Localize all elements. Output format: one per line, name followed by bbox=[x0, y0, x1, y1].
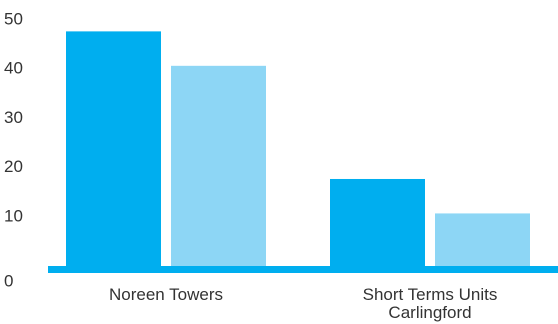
bars bbox=[66, 31, 530, 270]
y-tick-label: 30 bbox=[4, 108, 23, 127]
category-label-line: Noreen Towers bbox=[109, 285, 223, 304]
category-label: Noreen Towers bbox=[109, 285, 223, 304]
bar bbox=[435, 213, 530, 270]
y-axis-ticks: 0 10 20 30 40 50 bbox=[4, 9, 23, 290]
y-tick-label: 40 bbox=[4, 59, 23, 78]
category-labels: Noreen Towers Short Terms Units Carlingfor… bbox=[109, 285, 497, 322]
y-tick-label: 0 bbox=[4, 271, 13, 290]
bar bbox=[66, 31, 161, 270]
x-axis-baseline bbox=[48, 266, 558, 273]
y-tick-label: 50 bbox=[4, 9, 23, 28]
bar bbox=[330, 178, 425, 270]
y-tick-label: 20 bbox=[4, 157, 23, 176]
category-label: Short Terms Units Carlingford bbox=[363, 285, 498, 322]
category-label-line: Short Terms Units bbox=[363, 285, 498, 304]
bar bbox=[171, 65, 266, 270]
y-tick-label: 10 bbox=[4, 206, 23, 225]
category-label-line: Carlingford bbox=[388, 303, 471, 322]
